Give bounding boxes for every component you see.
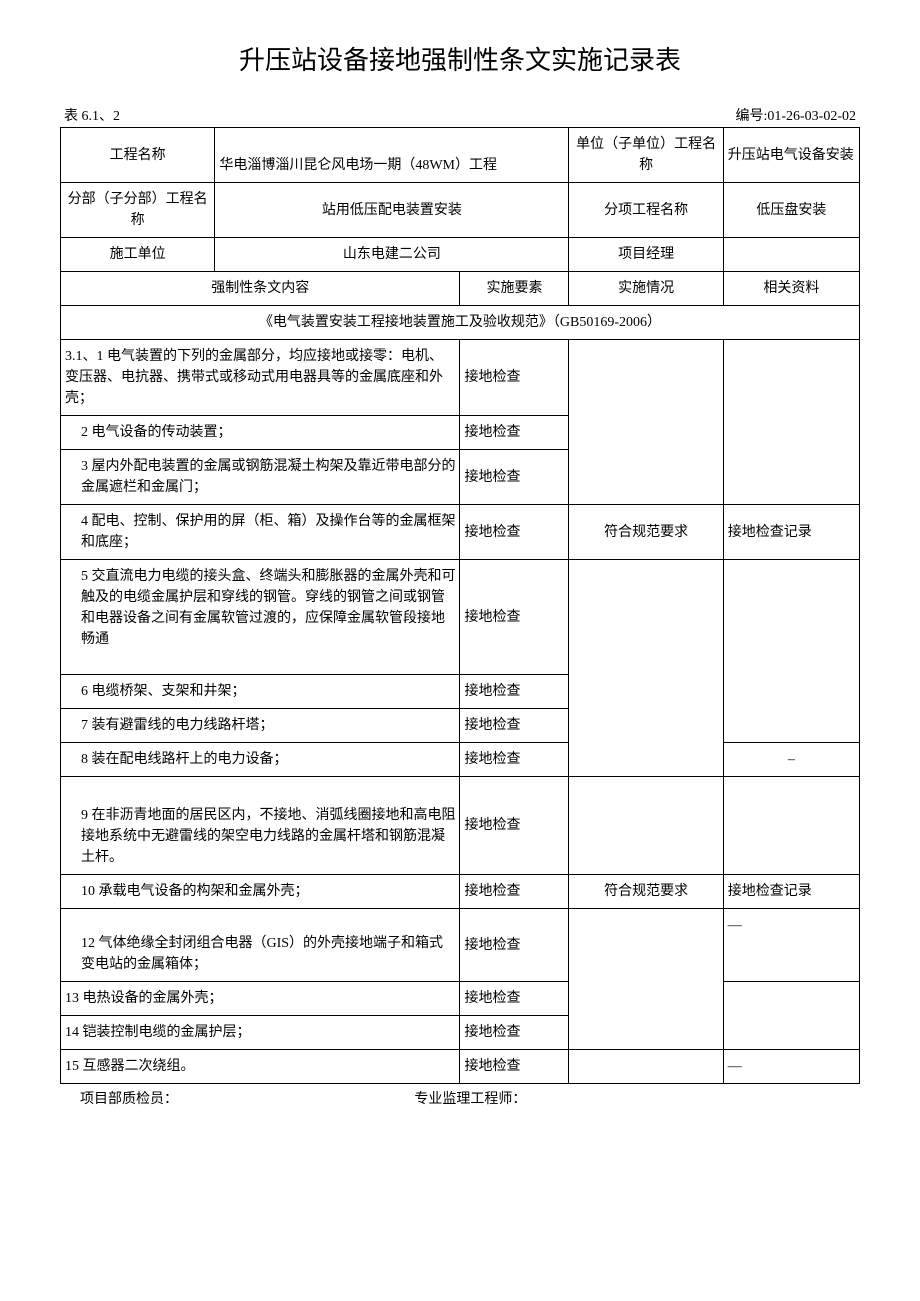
contractor-label: 施工单位 [61, 238, 215, 272]
row-element: 接地检查 [460, 340, 569, 416]
section-value: 站用低压配电装置安装 [215, 183, 569, 238]
row-reference: — [723, 909, 859, 982]
project-name-label: 工程名称 [61, 128, 215, 183]
row-content: 3.1、1 电气装置的下列的金属部分，均应接地或接零：电机、变压器、电抗器、携带… [61, 340, 460, 416]
spec-title: 《电气装置安装工程接地装置施工及验收规范》（GB50169-2006） [61, 306, 860, 340]
spec-title-row: 《电气装置安装工程接地装置施工及验收规范》（GB50169-2006） [61, 306, 860, 340]
table-number: 表 6.1、2 [64, 105, 120, 125]
row-content: 5 交直流电力电缆的接头盒、终端头和膨胀器的金属外壳和可触及的电缆金属护层和穿线… [61, 560, 460, 675]
row-content: 13 电热设备的金属外壳； [61, 982, 460, 1016]
col-reference: 相关资料 [723, 272, 859, 306]
row-element: 接地检查 [460, 1016, 569, 1050]
header-row-3: 施工单位 山东电建二公司 项目经理 [61, 238, 860, 272]
row-element: 接地检查 [460, 909, 569, 982]
row-content: 9 在非沥青地面的居民区内，不接地、消弧线圈接地和高电阻接地系统中无避雷线的架空… [61, 777, 460, 875]
meta-row: 表 6.1、2 编号:01-26-03-02-02 [60, 105, 860, 125]
table-row: 4 配电、控制、保护用的屏（柜、箱）及操作台等的金属框架和底座； 接地检查 符合… [61, 505, 860, 560]
header-row-2: 分部（子分部）工程名称 站用低压配电装置安装 分项工程名称 低压盘安装 [61, 183, 860, 238]
row-reference [723, 560, 859, 743]
row-content: 10 承载电气设备的构架和金属外壳； [61, 875, 460, 909]
row-content: 2 电气设备的传动装置； [61, 416, 460, 450]
document-number: 编号:01-26-03-02-02 [735, 105, 856, 125]
unit-sub-label: 单位（子单位）工程名称 [569, 128, 723, 183]
row-content: 14 铠装控制电缆的金属护层； [61, 1016, 460, 1050]
column-headers: 强制性条文内容 实施要素 实施情况 相关资料 [61, 272, 860, 306]
col-status: 实施情况 [569, 272, 723, 306]
row-element: 接地检查 [460, 709, 569, 743]
section-label: 分部（子分部）工程名称 [61, 183, 215, 238]
pm-value [723, 238, 859, 272]
row-reference [723, 340, 859, 505]
unit-sub-value: 升压站电气设备安装 [723, 128, 859, 183]
row-element: 接地检查 [460, 450, 569, 505]
row-element: 接地检查 [460, 675, 569, 709]
row-element: 接地检查 [460, 982, 569, 1016]
row-content: 15 互感器二次绕组。 [61, 1050, 460, 1084]
row-status [569, 1050, 723, 1084]
row-content: 12 气体绝缘全封闭组合电器（GIS）的外壳接地端子和箱式变电站的金属箱体； [61, 909, 460, 982]
row-status [569, 340, 723, 505]
document-title: 升压站设备接地强制性条文实施记录表 [60, 40, 860, 77]
row-content: 7 装有避雷线的电力线路杆塔； [61, 709, 460, 743]
row-reference: 接地检查记录 [723, 505, 859, 560]
row-element: 接地检查 [460, 743, 569, 777]
row-reference: — [723, 1050, 859, 1084]
table-row: 15 互感器二次绕组。 接地检查 — [61, 1050, 860, 1084]
table-row: 8 装在配电线路杆上的电力设备； 接地检查 – [61, 743, 860, 777]
col-element: 实施要素 [460, 272, 569, 306]
row-content: 3 屋内外配电装置的金属或钢筋混凝土构架及靠近带电部分的金属遮栏和金属门； [61, 450, 460, 505]
signature-row: 项目部质检员： 专业监理工程师： [60, 1088, 860, 1108]
table-row: 5 交直流电力电缆的接头盒、终端头和膨胀器的金属外壳和可触及的电缆金属护层和穿线… [61, 560, 860, 675]
engineer-signature-label: 专业监理工程师： [414, 1088, 840, 1108]
row-reference [723, 777, 859, 875]
row-element: 接地检查 [460, 416, 569, 450]
pm-label: 项目经理 [569, 238, 723, 272]
item-label: 分项工程名称 [569, 183, 723, 238]
table-row: 13 电热设备的金属外壳； 接地检查 [61, 982, 860, 1016]
row-reference [723, 982, 859, 1050]
row-element: 接地检查 [460, 560, 569, 675]
header-row-1: 工程名称 华电淄博淄川昆仑风电场一期（48WM）工程 单位（子单位）工程名称 升… [61, 128, 860, 183]
row-element: 接地检查 [460, 777, 569, 875]
row-content: 8 装在配电线路杆上的电力设备； [61, 743, 460, 777]
row-content: 6 电缆桥架、支架和井架； [61, 675, 460, 709]
contractor-value: 山东电建二公司 [215, 238, 569, 272]
row-status: 符合规范要求 [569, 875, 723, 909]
item-value: 低压盘安装 [723, 183, 859, 238]
table-row: 3.1、1 电气装置的下列的金属部分，均应接地或接零：电机、变压器、电抗器、携带… [61, 340, 860, 416]
table-row: 9 在非沥青地面的居民区内，不接地、消弧线圈接地和高电阻接地系统中无避雷线的架空… [61, 777, 860, 875]
record-table: 工程名称 华电淄博淄川昆仑风电场一期（48WM）工程 单位（子单位）工程名称 升… [60, 127, 860, 1084]
row-reference: – [723, 743, 859, 777]
qc-signature-label: 项目部质检员： [80, 1088, 414, 1108]
row-status [569, 777, 723, 875]
row-element: 接地检查 [460, 1050, 569, 1084]
row-content: 4 配电、控制、保护用的屏（柜、箱）及操作台等的金属框架和底座； [61, 505, 460, 560]
project-name-value: 华电淄博淄川昆仑风电场一期（48WM）工程 [215, 128, 569, 183]
row-status [569, 909, 723, 1050]
row-status: 符合规范要求 [569, 505, 723, 560]
row-reference: 接地检查记录 [723, 875, 859, 909]
row-element: 接地检查 [460, 875, 569, 909]
row-status [569, 560, 723, 777]
row-element: 接地检查 [460, 505, 569, 560]
col-content: 强制性条文内容 [61, 272, 460, 306]
table-row: 12 气体绝缘全封闭组合电器（GIS）的外壳接地端子和箱式变电站的金属箱体； 接… [61, 909, 860, 982]
table-row: 10 承载电气设备的构架和金属外壳； 接地检查 符合规范要求 接地检查记录 [61, 875, 860, 909]
